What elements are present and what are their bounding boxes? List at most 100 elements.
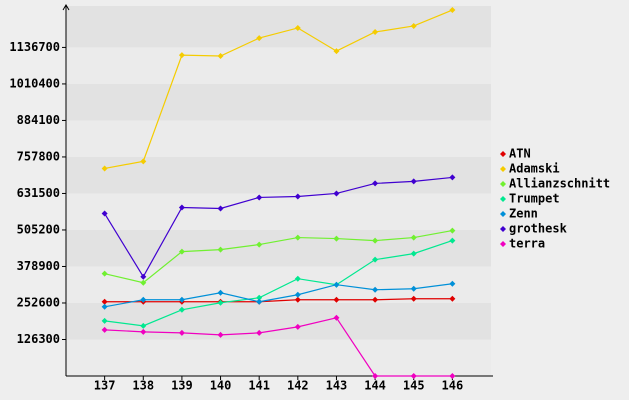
data-point: [372, 29, 379, 36]
data-point: [294, 275, 301, 282]
data-point: [372, 373, 379, 379]
data-point: [256, 194, 263, 201]
data-point: [449, 227, 456, 234]
plot-background: [66, 6, 491, 376]
x-tick-label: 141: [248, 379, 270, 393]
data-point: [140, 273, 147, 280]
y-tick-label: 757800: [17, 149, 60, 163]
data-point: [256, 329, 263, 336]
x-tick-label: 140: [210, 379, 232, 393]
data-point: [410, 295, 417, 302]
data-point: [217, 205, 224, 212]
legend-swatch: [500, 196, 506, 202]
data-point: [410, 178, 417, 185]
data-point: [372, 286, 379, 293]
x-tick-label: 137: [94, 379, 116, 393]
plot-band: [66, 339, 491, 376]
series-line: [104, 240, 453, 327]
data-point: [333, 235, 340, 242]
plot-band: [66, 83, 491, 121]
series-layer: [101, 7, 456, 379]
data-point: [294, 323, 301, 330]
data-point: [449, 237, 456, 244]
data-point: [140, 322, 147, 329]
series-line: [104, 317, 453, 377]
x-tick-label: 143: [326, 379, 348, 393]
legend-label: Zenn: [509, 207, 538, 221]
data-point: [178, 306, 185, 313]
data-point: [449, 373, 456, 379]
data-point: [449, 280, 456, 287]
legend-swatch: [500, 151, 506, 157]
data-point: [410, 250, 417, 257]
data-point: [449, 7, 456, 14]
data-point: [294, 24, 301, 31]
data-point: [333, 48, 340, 55]
data-point: [217, 299, 224, 306]
data-point: [410, 234, 417, 241]
data-point: [217, 246, 224, 253]
data-point: [333, 314, 340, 321]
legend-label: Adamski: [509, 162, 560, 176]
data-point: [333, 281, 340, 288]
data-point: [101, 317, 108, 324]
plot-band: [66, 266, 491, 303]
y-tick-label: 126300: [17, 332, 60, 346]
plot-band: [66, 156, 491, 194]
data-point: [101, 270, 108, 277]
series-line: [104, 229, 453, 284]
data-point: [294, 234, 301, 241]
data-point: [256, 35, 263, 42]
data-point: [294, 291, 301, 298]
data-point: [372, 296, 379, 303]
series-line: [104, 298, 453, 303]
data-point: [217, 289, 224, 296]
data-point: [449, 295, 456, 302]
legend-label: grothesk: [509, 222, 568, 236]
data-point: [410, 373, 417, 379]
data-point: [101, 326, 108, 333]
y-tick-label: 378900: [17, 259, 60, 273]
y-tick-label: 1010400: [9, 76, 60, 90]
data-point: [372, 180, 379, 187]
data-point: [294, 193, 301, 200]
legend-swatch: [500, 226, 506, 232]
legend-label: Trumpet: [509, 192, 560, 206]
series-line: [104, 176, 453, 278]
data-point: [101, 210, 108, 217]
y-tick-label: 884100: [17, 113, 60, 127]
data-point: [140, 328, 147, 335]
data-point: [101, 165, 108, 172]
data-point: [333, 296, 340, 303]
legend-swatch: [500, 181, 506, 187]
legend-swatch: [500, 166, 506, 172]
x-tick-label: 146: [442, 379, 464, 393]
plot-band: [66, 120, 491, 157]
x-tick-label: 144: [364, 379, 386, 393]
plot-band: [66, 6, 491, 48]
data-point: [140, 158, 147, 165]
data-point: [140, 296, 147, 303]
data-point: [178, 248, 185, 255]
y-axis-arrow: [62, 4, 70, 11]
data-point: [101, 303, 108, 310]
y-tick-label: 631500: [17, 186, 60, 200]
plot-band: [66, 302, 491, 340]
y-tick-label: 1136700: [9, 40, 60, 54]
x-tick-label: 142: [287, 379, 309, 393]
data-point: [178, 204, 185, 211]
data-point: [294, 296, 301, 303]
data-point: [256, 294, 263, 301]
series-line: [104, 283, 453, 308]
x-tick-label: 145: [403, 379, 425, 393]
y-tick-label: 505200: [17, 222, 60, 236]
data-point: [217, 53, 224, 60]
data-point: [256, 241, 263, 248]
data-point: [410, 285, 417, 292]
data-point: [178, 329, 185, 336]
x-tick-label: 139: [171, 379, 193, 393]
data-point: [101, 298, 108, 305]
legend-swatch: [500, 211, 506, 217]
series-line: [104, 9, 453, 170]
